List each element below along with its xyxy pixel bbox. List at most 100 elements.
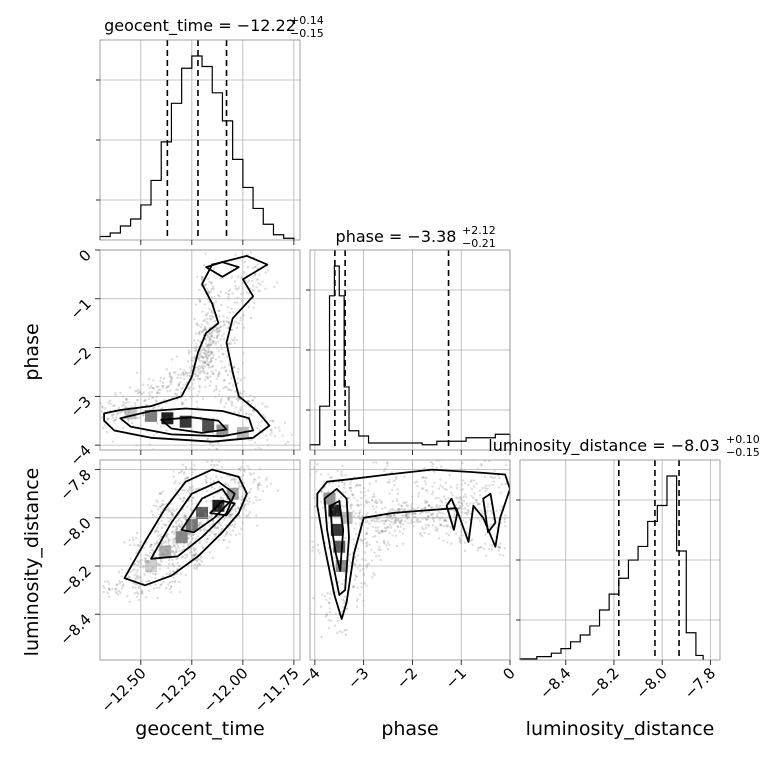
scatter-point: [368, 543, 371, 546]
scatter-point: [259, 448, 262, 450]
scatter-point: [201, 397, 205, 401]
scatter-point: [311, 540, 314, 543]
scatter-point: [137, 592, 140, 595]
scatter-point: [179, 525, 182, 529]
scatter-point: [249, 251, 252, 254]
scatter-point: [179, 532, 183, 535]
scatter-point: [184, 371, 188, 374]
scatter-point: [207, 331, 211, 334]
scatter-point: [172, 532, 175, 536]
scatter-point: [232, 500, 235, 503]
scatter-point: [144, 596, 148, 599]
scatter-point: [215, 387, 218, 390]
scatter-point: [167, 545, 170, 548]
scatter-point: [387, 510, 391, 513]
scatter-point: [349, 507, 353, 510]
scatter-point: [198, 523, 201, 527]
scatter-point: [225, 320, 228, 323]
scatter-point: [83, 423, 85, 425]
scatter-point: [427, 515, 430, 518]
scatter-point: [211, 370, 214, 373]
scatter-point: [195, 400, 198, 403]
scatter-point: [128, 409, 131, 413]
scatter-point: [204, 474, 208, 478]
scatter-point: [266, 405, 269, 408]
scatter-point: [417, 520, 421, 523]
scatter-point: [389, 515, 392, 518]
scatter-point: [102, 584, 105, 588]
scatter-point: [145, 580, 148, 583]
scatter-point: [188, 485, 192, 489]
scatter-point: [374, 529, 378, 533]
scatter-point: [424, 501, 427, 505]
scatter-point: [183, 518, 187, 521]
scatter-point: [93, 414, 95, 416]
scatter-point: [197, 324, 200, 327]
scatter-point: [240, 498, 243, 502]
scatter-point: [171, 570, 175, 573]
scatter-point: [223, 455, 225, 457]
scatter-point: [212, 480, 216, 483]
grid-layer: [100, 40, 720, 660]
scatter-point: [181, 540, 184, 543]
scatter-point: [178, 531, 181, 534]
scatter-point: [198, 372, 201, 375]
scatter-point: [234, 253, 237, 256]
scatter-point: [210, 314, 214, 318]
scatter-point: [111, 413, 114, 417]
scatter-point: [127, 418, 130, 421]
scatter-point: [228, 322, 231, 325]
scatter-point: [160, 416, 163, 420]
scatter-point: [429, 512, 433, 516]
scatter-point: [190, 369, 193, 372]
scatter-point: [148, 555, 151, 558]
scatter-point: [174, 546, 177, 549]
scatter-point: [179, 498, 183, 501]
scatter-point: [128, 386, 132, 389]
scatter-point: [217, 460, 221, 463]
scatter-point: [463, 482, 467, 485]
tick-label-phase: −2: [66, 344, 94, 372]
scatter-point: [161, 499, 165, 502]
scatter-point: [340, 470, 343, 473]
scatter-point: [193, 372, 196, 376]
scatter-point: [338, 630, 342, 633]
scatter-point: [400, 518, 403, 522]
scatter-point: [491, 483, 494, 487]
scatter-point: [256, 427, 259, 430]
scatter-point: [374, 554, 378, 558]
scatter-point: [450, 542, 453, 545]
scatter-point: [458, 536, 461, 540]
scatter-point: [382, 541, 386, 544]
scatter-point: [230, 275, 233, 279]
scatter-point: [255, 243, 257, 245]
scatter-point: [219, 524, 223, 527]
scatter-point: [327, 490, 330, 494]
scatter-point: [249, 246, 251, 248]
scatter-point: [275, 281, 279, 284]
scatter-point: [148, 545, 152, 548]
scatter-point: [143, 557, 147, 560]
scatter-point: [367, 501, 370, 504]
scatter-point: [427, 525, 430, 528]
scatter-point: [481, 511, 484, 515]
scatter-point: [124, 405, 127, 409]
scatter-point: [213, 535, 216, 538]
scatter-point: [366, 489, 370, 492]
tick-label-geocent_time: −12.00: [200, 664, 252, 716]
scatter-point: [232, 311, 235, 314]
scatter-point: [356, 499, 359, 503]
scatter-point: [207, 347, 210, 350]
scatter-point: [233, 320, 237, 323]
scatter-point: [340, 474, 344, 477]
scatter-point: [499, 491, 502, 495]
scatter-point: [442, 512, 445, 515]
scatter-point: [165, 535, 168, 538]
scatter-point: [230, 400, 234, 403]
scatter-point: [233, 301, 236, 304]
scatter-point: [439, 523, 443, 527]
scatter-point: [355, 558, 359, 562]
scatter-point: [370, 498, 374, 502]
scatter-point: [380, 530, 384, 533]
scatter-point: [181, 488, 184, 492]
